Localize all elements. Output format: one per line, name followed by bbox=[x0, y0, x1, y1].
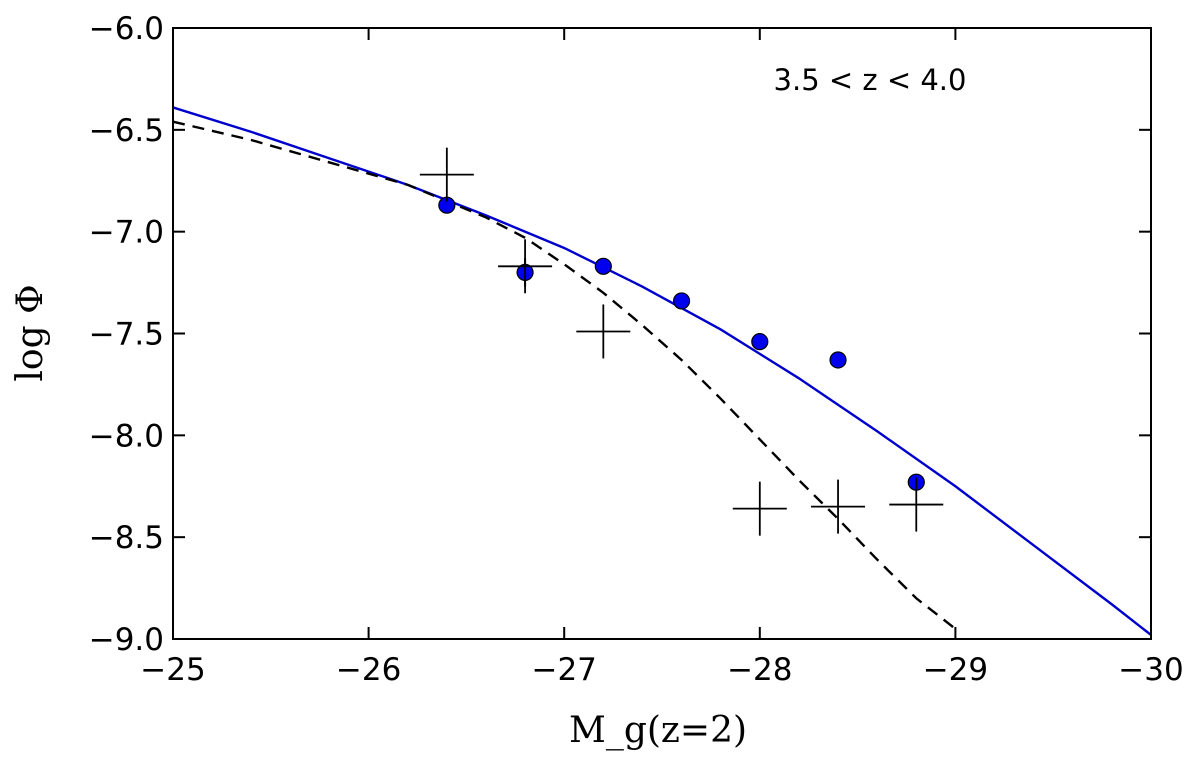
plot-frame bbox=[172, 27, 1152, 640]
x-tick-label: −28 bbox=[727, 652, 792, 688]
x-tick-label: −25 bbox=[140, 652, 205, 688]
y-tick-label: −8.5 bbox=[89, 520, 164, 556]
y-tick-label: −7.5 bbox=[89, 317, 164, 353]
plot-points-layer bbox=[419, 147, 944, 536]
data-point-circle bbox=[751, 333, 769, 351]
y-tick-label: −8.0 bbox=[89, 418, 164, 454]
y-tick-label: −6.0 bbox=[89, 11, 164, 47]
x-axis-label: M_g(z=2) bbox=[569, 710, 747, 751]
y-tick-label: −9.0 bbox=[89, 622, 164, 658]
y-axis-label: log Φ bbox=[10, 284, 51, 381]
y-tick-label: −6.5 bbox=[89, 113, 164, 149]
y-tick-label: −7.0 bbox=[89, 215, 164, 251]
x-tick-label: −30 bbox=[1118, 652, 1183, 688]
x-tick-label: −26 bbox=[336, 652, 401, 688]
data-point-circle bbox=[594, 257, 612, 275]
x-tick-label: −27 bbox=[531, 652, 596, 688]
data-point-circle bbox=[672, 292, 691, 310]
data-point-circle bbox=[829, 351, 847, 369]
redshift-annotation: 3.5 < z < 4.0 bbox=[774, 63, 967, 97]
tick-labels-layer: −25 −26 −27 −28 −29 −30 −6.0 −6.5 −7.0 −7.5 −8.0 −8… bbox=[89, 11, 1184, 688]
x-tick-label: −29 bbox=[923, 652, 988, 688]
